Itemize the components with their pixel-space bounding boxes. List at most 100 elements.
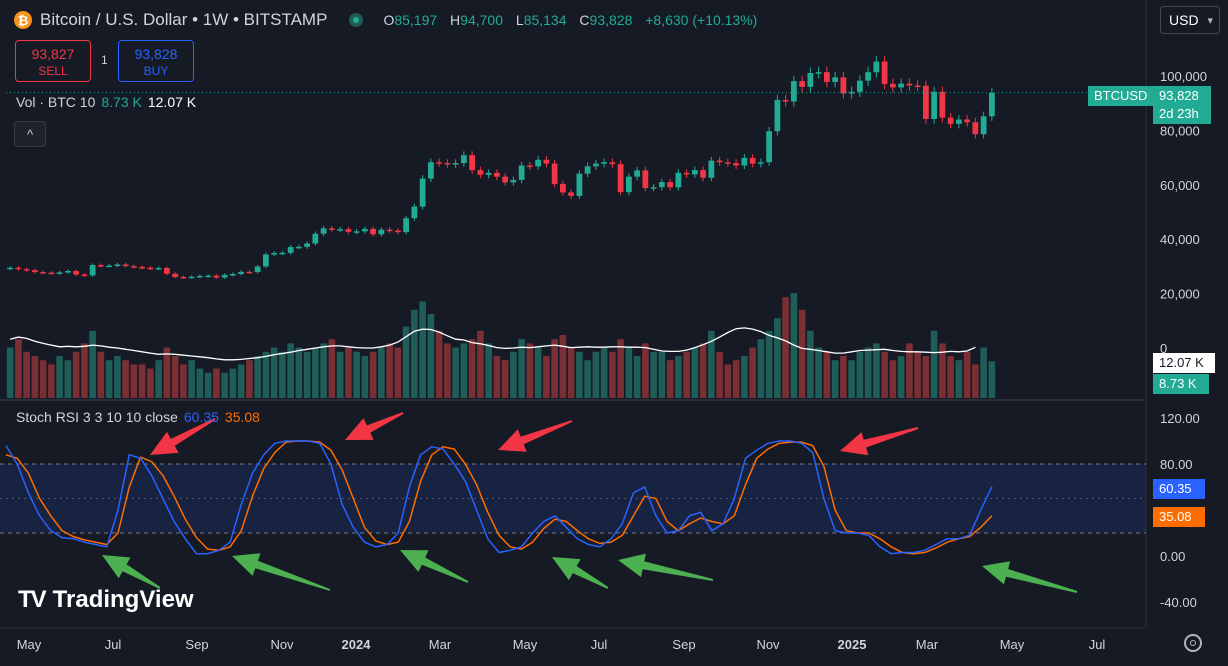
candle-body <box>741 157 748 166</box>
candle-body <box>460 155 467 164</box>
time-axis-tick: May <box>17 637 42 652</box>
volume-bar <box>328 339 336 398</box>
volume-bar <box>567 347 575 398</box>
candle-body <box>914 85 921 88</box>
volume-bar <box>122 360 129 398</box>
candle-body <box>502 176 509 183</box>
volume-bar <box>188 360 195 398</box>
candle-body <box>865 72 872 81</box>
volume-bar <box>138 364 146 398</box>
collapse-legend-button[interactable]: ^ <box>14 121 46 147</box>
candle-body <box>56 272 63 274</box>
volume-bar <box>39 360 47 398</box>
time-axis-tick: Sep <box>672 637 695 652</box>
bitcoin-logo-icon: ₿ <box>14 11 32 29</box>
candle-body <box>625 176 632 193</box>
gear-icon[interactable] <box>1184 634 1202 652</box>
candle-body <box>799 81 806 87</box>
time-axis-tick: 2024 <box>342 637 372 652</box>
volume-bar <box>320 343 327 398</box>
volume-bar <box>435 330 443 398</box>
volume-bar <box>204 372 212 398</box>
volume-bar <box>724 364 732 398</box>
green-annotation-arrow <box>102 555 161 589</box>
candle-body <box>229 274 236 276</box>
candle-body <box>271 253 278 255</box>
close-value: 93,828 <box>589 12 633 28</box>
candle-body <box>733 163 740 166</box>
candle-body <box>180 277 187 279</box>
volume-bar <box>873 343 880 398</box>
green-annotation-arrow <box>400 550 469 583</box>
stoch-axis-tick: -40.00 <box>1160 595 1197 610</box>
open-key: O <box>383 12 395 28</box>
time-axis-tick: 2025 <box>838 637 867 652</box>
price-axis-tick: 20,000 <box>1160 287 1200 302</box>
symbol-title[interactable]: Bitcoin / U.S. Dollar • 1W • BITSTAMP <box>40 10 328 29</box>
sell-label: SELL <box>38 64 68 78</box>
candle-body <box>295 246 302 249</box>
stoch-rsi-legend[interactable]: Stoch RSI 3 3 10 10 close 60.35 35.08 <box>16 409 260 425</box>
volume-bar <box>716 351 723 398</box>
spread-value: 1 <box>101 53 108 67</box>
volume-bar <box>163 347 171 398</box>
buy-button[interactable]: 93,828 BUY <box>118 40 194 82</box>
candle-body <box>832 77 839 82</box>
volume-value: 8.73 K <box>101 94 142 110</box>
green-annotation-arrow <box>618 553 714 581</box>
candle-body <box>205 275 212 278</box>
candle-body <box>592 163 599 167</box>
candle-body <box>939 91 946 118</box>
candle-body <box>15 267 22 270</box>
green-annotation-arrow <box>232 553 331 591</box>
volume-bar <box>930 330 938 398</box>
volume-bar <box>287 343 294 398</box>
volume-bar <box>881 351 888 398</box>
sell-button[interactable]: 93,827 SELL <box>15 40 91 82</box>
stoch-k-line <box>5 440 993 555</box>
volume-bar <box>353 351 360 398</box>
volume-bar <box>221 372 228 398</box>
volume-bar <box>155 360 162 398</box>
candle-body <box>889 83 896 88</box>
candle-body <box>584 166 591 174</box>
volume-bar <box>922 356 930 398</box>
candle-body <box>667 182 674 188</box>
volume-bar <box>6 347 14 398</box>
candle-body <box>106 265 113 268</box>
change-value: +8,630 (+10.13%) <box>645 12 758 28</box>
volume-bar <box>97 351 105 398</box>
candle-body <box>485 172 492 175</box>
currency-select[interactable]: USD ▾ <box>1160 6 1220 34</box>
volume-legend[interactable]: Vol · BTC 10 8.73 K 12.07 K <box>16 94 196 110</box>
market-status-icon[interactable] <box>349 13 364 27</box>
high-key: H <box>450 12 461 28</box>
close-key: C <box>579 12 590 28</box>
stoch-k-value: 60.35 <box>183 409 219 425</box>
chevron-down-icon: ▾ <box>1207 14 1213 27</box>
candle-body <box>658 182 665 188</box>
price-axis-tick: 0 <box>1160 341 1167 356</box>
volume-bar <box>609 351 616 398</box>
volume-bar <box>130 364 138 398</box>
candle-body <box>469 155 476 171</box>
stoch-axis-tick: 80.00 <box>1160 457 1193 472</box>
volume-bar <box>658 351 666 398</box>
candle-body <box>23 269 30 271</box>
candle-body <box>48 272 55 275</box>
candle-body <box>675 172 682 188</box>
candle-body <box>81 274 88 277</box>
candle-body <box>782 99 789 102</box>
candle-body <box>394 230 401 233</box>
volume-bar <box>757 339 765 398</box>
volume-bar <box>526 343 534 398</box>
volume-bar <box>452 347 459 398</box>
volume-bar <box>171 356 179 398</box>
volume-bar <box>675 356 682 398</box>
volume-tag: 8.73 K <box>1153 374 1209 394</box>
time-axis-tick: Mar <box>429 637 452 652</box>
time-axis-tick: Jul <box>591 637 608 652</box>
candle-body <box>188 276 195 279</box>
candle-body <box>97 265 104 267</box>
